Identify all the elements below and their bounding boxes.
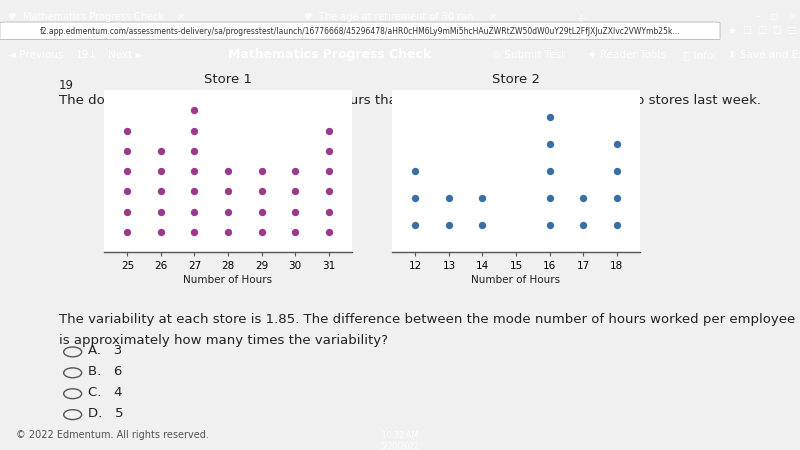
- Point: [322, 147, 335, 154]
- Text: +: +: [576, 12, 586, 25]
- Text: The variability at each store is 1.85. The difference between the mode number of: The variability at each store is 1.85. T…: [59, 313, 800, 326]
- Point: [409, 221, 422, 229]
- Text: 10:32 AM
5/20/2022: 10:32 AM 5/20/2022: [381, 431, 419, 450]
- Text: The dot plots below show the number of hours that part-time employees worked at : The dot plots below show the number of h…: [59, 94, 761, 108]
- Point: [154, 147, 167, 154]
- Point: [121, 147, 134, 154]
- Text: A.   3: A. 3: [88, 344, 122, 357]
- Point: [154, 228, 167, 235]
- Point: [121, 188, 134, 195]
- Text: –    □    ×: – □ ×: [756, 12, 796, 21]
- Point: [577, 221, 590, 229]
- Title: Store 1: Store 1: [204, 73, 252, 86]
- Point: [255, 167, 268, 175]
- Point: [222, 228, 234, 235]
- Text: ✦ Reader Tools: ✦ Reader Tools: [588, 50, 666, 60]
- Text: ♥  The age at retirement of 30 ran...  ×: ♥ The age at retirement of 30 ran... ×: [304, 12, 497, 22]
- Text: is approximately how many times the variability?: is approximately how many times the vari…: [59, 334, 388, 347]
- Point: [154, 167, 167, 175]
- Point: [188, 147, 201, 154]
- Point: [121, 228, 134, 235]
- Text: 19: 19: [59, 79, 74, 92]
- Text: © 2022 Edmentum. All rights reserved.: © 2022 Edmentum. All rights reserved.: [16, 430, 209, 440]
- Text: ◎ Submit Test: ◎ Submit Test: [492, 50, 565, 60]
- Point: [409, 194, 422, 202]
- Point: [322, 228, 335, 235]
- Point: [188, 208, 201, 215]
- Point: [476, 194, 489, 202]
- Point: [255, 208, 268, 215]
- Point: [543, 167, 556, 175]
- Text: ⓘ Info: ⓘ Info: [684, 50, 714, 60]
- Text: ★  ☐  ☐  ☐  ☰: ★ ☐ ☐ ☐ ☰: [728, 26, 797, 36]
- Point: [188, 107, 201, 114]
- Point: [543, 113, 556, 121]
- Point: [289, 208, 302, 215]
- Text: ♥  Mathematics Progress Check    ×: ♥ Mathematics Progress Check ×: [8, 12, 185, 22]
- Point: [154, 188, 167, 195]
- Text: ⬇ Save and Exit: ⬇ Save and Exit: [728, 50, 800, 60]
- Point: [154, 208, 167, 215]
- X-axis label: Number of Hours: Number of Hours: [471, 275, 561, 285]
- Title: Store 2: Store 2: [492, 73, 540, 86]
- FancyBboxPatch shape: [0, 22, 720, 40]
- Point: [222, 188, 234, 195]
- Text: Next ►: Next ►: [108, 50, 143, 60]
- Text: ◄ Previous: ◄ Previous: [8, 50, 63, 60]
- Point: [188, 167, 201, 175]
- Point: [121, 127, 134, 134]
- Text: C.   4: C. 4: [88, 386, 122, 399]
- Point: [289, 188, 302, 195]
- Point: [322, 167, 335, 175]
- Point: [322, 188, 335, 195]
- Point: [610, 167, 623, 175]
- X-axis label: Number of Hours: Number of Hours: [183, 275, 273, 285]
- Text: D.   5: D. 5: [88, 407, 123, 419]
- Point: [322, 208, 335, 215]
- Point: [543, 194, 556, 202]
- Point: [222, 208, 234, 215]
- Text: Mathematics Progress Check: Mathematics Progress Check: [228, 49, 431, 61]
- Point: [322, 127, 335, 134]
- Point: [255, 228, 268, 235]
- Point: [289, 228, 302, 235]
- Point: [543, 221, 556, 229]
- Point: [255, 188, 268, 195]
- Point: [442, 194, 455, 202]
- Point: [188, 228, 201, 235]
- Text: f2.app.edmentum.com/assessments-delivery/sa/progresstest/launch/16776668/4529647: f2.app.edmentum.com/assessments-delivery…: [40, 27, 681, 36]
- Point: [543, 140, 556, 148]
- Point: [188, 127, 201, 134]
- Point: [610, 140, 623, 148]
- Point: [121, 167, 134, 175]
- Point: [121, 208, 134, 215]
- Point: [188, 188, 201, 195]
- Point: [610, 194, 623, 202]
- Point: [289, 167, 302, 175]
- Point: [610, 221, 623, 229]
- Point: [476, 221, 489, 229]
- Point: [222, 167, 234, 175]
- Text: B.   6: B. 6: [88, 365, 122, 378]
- Point: [577, 194, 590, 202]
- Point: [442, 221, 455, 229]
- Point: [409, 167, 422, 175]
- Text: 19↓: 19↓: [76, 50, 98, 60]
